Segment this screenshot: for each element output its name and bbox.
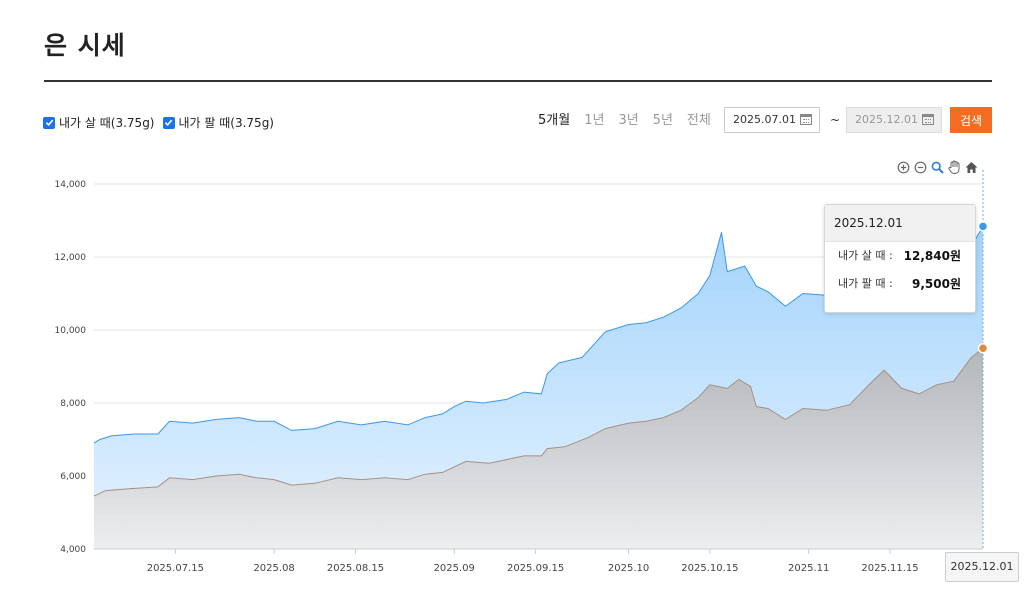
hover-marker-sell [977, 343, 989, 354]
magnifier-icon[interactable] [930, 160, 944, 174]
x-tick-label: 2025.09 [434, 563, 475, 574]
x-tick-label: 2025.08.15 [327, 563, 384, 574]
period-5-months[interactable]: 5개월 [538, 113, 571, 128]
period-1-year[interactable]: 1년 [584, 113, 605, 128]
page-title: 은 시세 [44, 31, 126, 60]
hover-marker-buy [977, 221, 989, 232]
calendar-icon[interactable] [800, 114, 812, 125]
x-tick-label: 2025.11 [788, 563, 829, 574]
legend-buy-label: 내가 살 때(3.75g) [59, 116, 155, 130]
tooltip-sell-value: 9,500원 [912, 277, 961, 291]
tooltip-buy-label: 내가 살 때 : [838, 249, 893, 262]
y-tick-label: 12,000 [55, 253, 87, 263]
y-tick-label: 10,000 [55, 326, 87, 336]
start-date-value: 2025.07.01 [733, 113, 796, 126]
legend-sell-label: 내가 팔 때(3.75g) [178, 116, 275, 130]
start-date-input[interactable]: 2025.07.01 [724, 107, 820, 133]
crosshair-date-label: 2025.12.01 [945, 552, 1019, 582]
search-button[interactable]: 검색 [950, 107, 992, 133]
x-tick-label: 2025.08 [253, 563, 294, 574]
series-legend: 내가 살 때(3.75g) 내가 팔 때(3.75g) [43, 114, 282, 131]
calendar-icon[interactable] [922, 114, 934, 125]
zoom-in-icon[interactable] [896, 160, 910, 174]
series-line-buy [93, 226, 984, 444]
period-all[interactable]: 전체 [686, 113, 711, 128]
x-tick-label: 2025.09.15 [507, 563, 564, 574]
y-tick-label: 14,000 [55, 180, 87, 190]
tooltip-buy-value: 12,840원 [903, 249, 961, 263]
zoom-out-icon[interactable] [913, 160, 927, 174]
tooltip-row-buy: 내가 살 때 : 12,840원 [825, 242, 975, 270]
tooltip-sell-label: 내가 팔 때 : [838, 277, 893, 290]
x-tick-label: 2025.11.15 [861, 563, 918, 574]
y-tick-label: 4,000 [60, 545, 86, 555]
period-selector: 5개월 1년 3년 5년 전체 [538, 112, 725, 130]
series-line-sell [93, 347, 984, 497]
home-icon[interactable] [964, 160, 978, 174]
series-area-sell [94, 348, 983, 549]
x-tick-label: 2025.07.15 [147, 563, 204, 574]
y-tick-label: 8,000 [60, 399, 86, 409]
period-5-years[interactable]: 5년 [652, 113, 673, 128]
checkbox-checked-icon[interactable] [162, 116, 175, 129]
legend-sell-toggle[interactable]: 내가 팔 때(3.75g) [162, 114, 275, 131]
checkbox-checked-icon[interactable] [43, 116, 55, 129]
period-3-years[interactable]: 3년 [618, 113, 639, 128]
pan-hand-icon[interactable] [947, 160, 961, 174]
tooltip-row-sell: 내가 팔 때 : 9,500원 [825, 270, 975, 298]
y-tick-label: 6,000 [60, 472, 86, 482]
end-date-value: 2025.12.01 [855, 113, 918, 126]
chart-toolbar [896, 160, 978, 174]
data-tooltip: 2025.12.01 내가 살 때 : 12,840원 내가 팔 때 : 9,5… [824, 204, 976, 313]
end-date-input[interactable]: 2025.12.01 [846, 107, 942, 133]
legend-buy-toggle[interactable]: 내가 살 때(3.75g) [43, 114, 155, 131]
x-tick-label: 2025.10.15 [681, 563, 738, 574]
date-range-separator: ~ [830, 113, 841, 127]
title-divider [44, 80, 992, 82]
tooltip-date: 2025.12.01 [825, 205, 975, 242]
x-tick-label: 2025.10 [608, 563, 649, 574]
